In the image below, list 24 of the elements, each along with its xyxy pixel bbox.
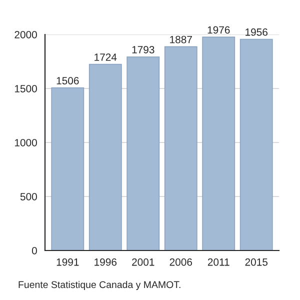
y-tick-label: 1000 <box>14 139 37 146</box>
x-tick-label: 2001 <box>132 258 154 266</box>
x-tick-label: 1991 <box>56 258 79 266</box>
data-label: 1793 <box>132 46 154 54</box>
bar <box>51 87 84 250</box>
data-label: 1724 <box>94 53 117 61</box>
data-label: 1887 <box>170 36 192 44</box>
bar <box>126 56 160 250</box>
x-tick-label: 2006 <box>170 258 192 266</box>
bar <box>202 36 236 250</box>
x-tick-label: 1996 <box>94 258 117 266</box>
data-label: 1976 <box>208 26 230 34</box>
source-note: Fuente Statistique Canada y MAMOT. <box>18 280 180 290</box>
data-label: 1956 <box>246 28 268 36</box>
y-tick-label: 1500 <box>14 85 37 92</box>
y-tick-label: 500 <box>20 193 37 200</box>
y-tick-label: 2000 <box>14 31 37 38</box>
bar <box>240 38 273 250</box>
y-tick-label: 0 <box>32 247 37 254</box>
x-tick-label: 2011 <box>208 258 230 266</box>
bar <box>164 46 198 250</box>
data-label: 1506 <box>56 77 79 84</box>
bar <box>88 64 122 250</box>
x-tick-label: 2015 <box>245 258 268 266</box>
